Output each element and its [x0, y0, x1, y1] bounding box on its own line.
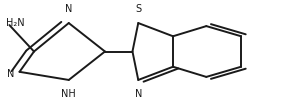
Text: S: S: [135, 4, 141, 14]
Text: N: N: [65, 4, 72, 14]
Text: NH: NH: [61, 89, 76, 99]
Text: H₂N: H₂N: [6, 18, 25, 28]
Text: N: N: [7, 69, 15, 79]
Text: N: N: [134, 89, 142, 99]
